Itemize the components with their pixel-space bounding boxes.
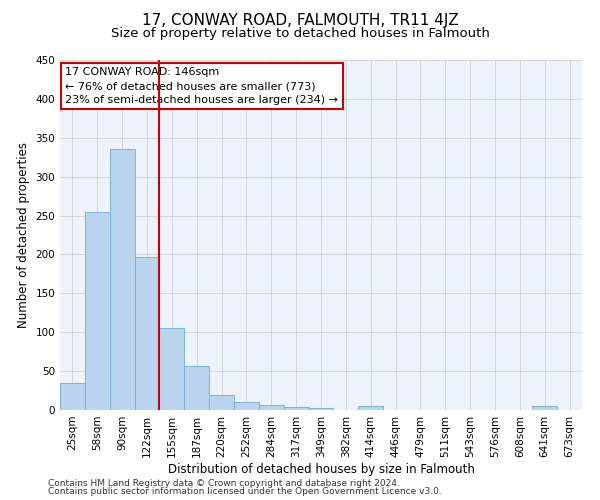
Bar [85,212,110,410]
Bar [134,257,160,410]
X-axis label: Distribution of detached houses by size in Falmouth: Distribution of detached houses by size … [167,462,475,475]
Text: Contains HM Land Registry data © Crown copyright and database right 2024.: Contains HM Land Registry data © Crown c… [48,478,400,488]
Bar [184,366,209,410]
Bar [259,406,284,410]
Bar [60,383,85,410]
Bar [284,407,308,410]
Text: 17 CONWAY ROAD: 146sqm
← 76% of detached houses are smaller (773)
23% of semi-de: 17 CONWAY ROAD: 146sqm ← 76% of detached… [65,67,338,105]
Bar [308,408,334,410]
Text: 17, CONWAY ROAD, FALMOUTH, TR11 4JZ: 17, CONWAY ROAD, FALMOUTH, TR11 4JZ [142,12,458,28]
Bar [358,406,383,410]
Bar [532,406,557,410]
Text: Contains public sector information licensed under the Open Government Licence v3: Contains public sector information licen… [48,487,442,496]
Bar [110,150,134,410]
Bar [160,328,184,410]
Bar [209,395,234,410]
Y-axis label: Number of detached properties: Number of detached properties [17,142,30,328]
Bar [234,402,259,410]
Text: Size of property relative to detached houses in Falmouth: Size of property relative to detached ho… [110,28,490,40]
